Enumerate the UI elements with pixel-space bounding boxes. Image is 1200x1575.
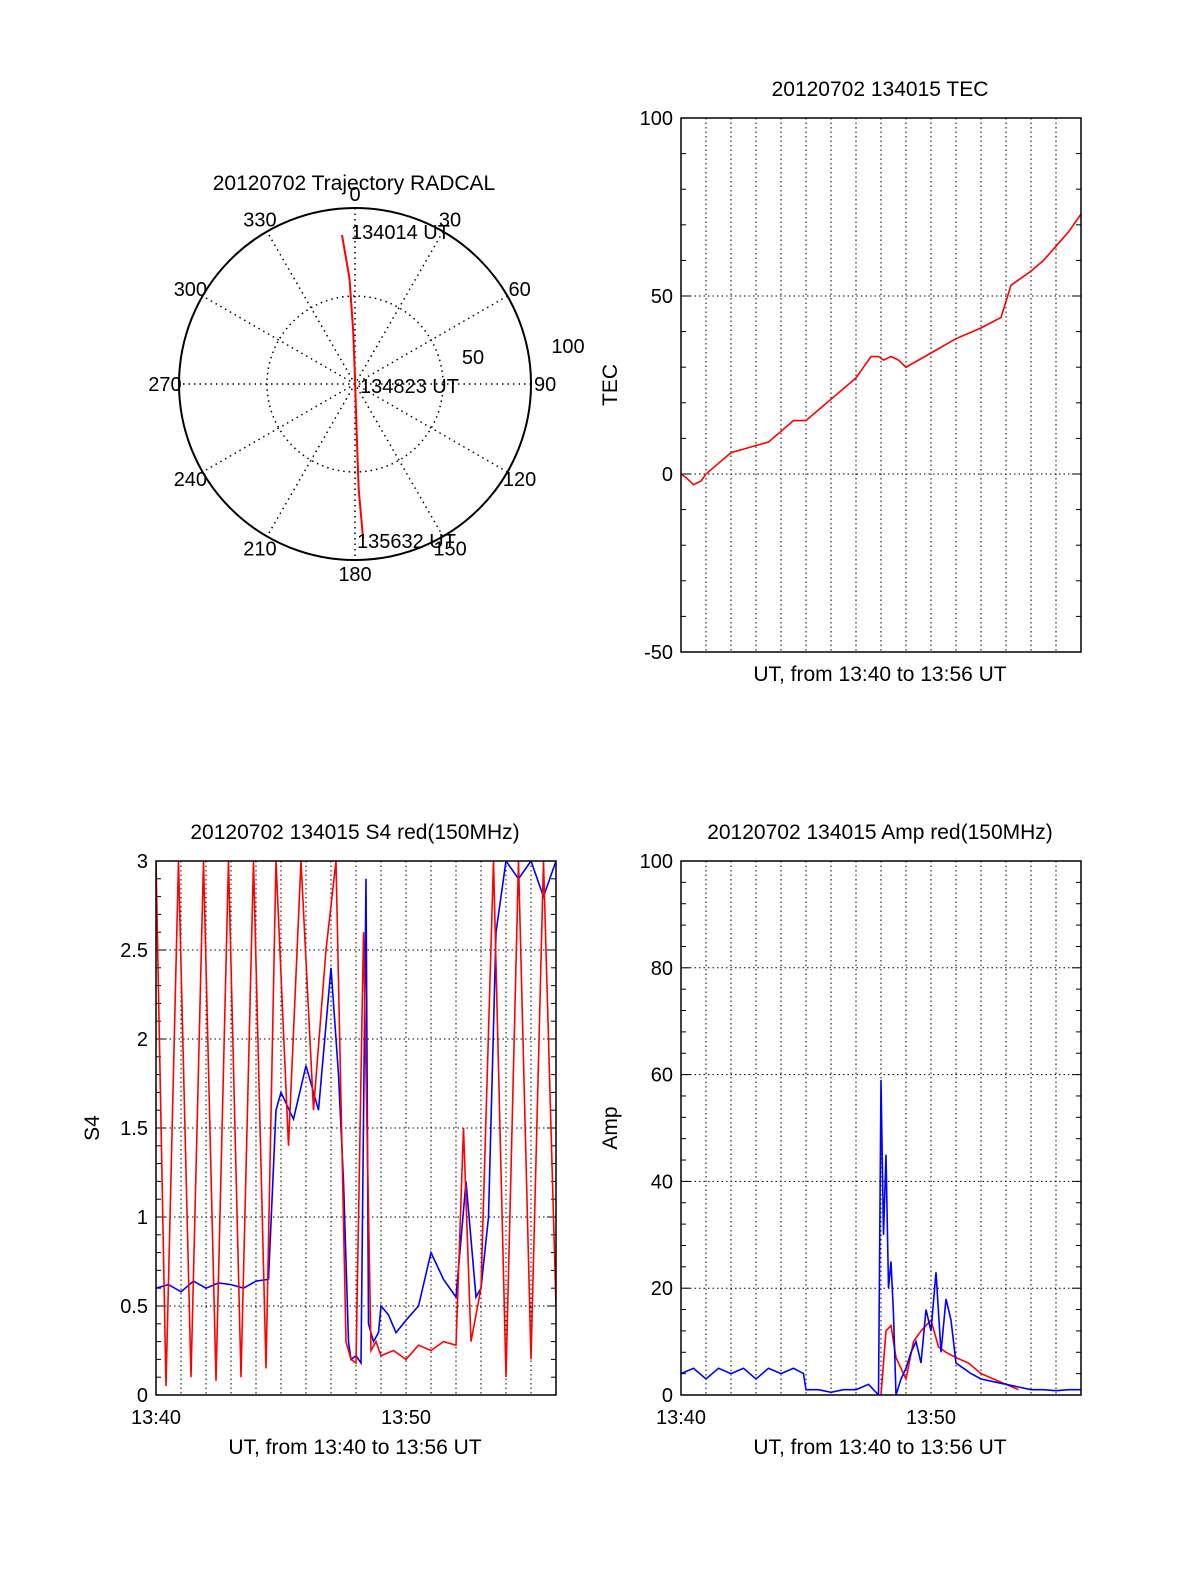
y-tick-label: 60 (651, 1065, 673, 1087)
polar-angle-label: 90 (534, 374, 556, 396)
y-tick-label: 1.5 (120, 1118, 148, 1140)
s4-ylabel: S4 (81, 1115, 104, 1141)
polar-angle-label: 60 (508, 279, 530, 301)
y-tick-label: 100 (640, 851, 673, 873)
tec-ylabel: TEC (599, 364, 622, 406)
trajectory-line (341, 234, 365, 539)
polar-angle-label: 300 (174, 279, 207, 301)
series-line-red (880, 1318, 1019, 1395)
x-tick-label: 13:40 (656, 1407, 706, 1429)
y-tick-label: 2.5 (120, 940, 148, 962)
y-tick-label: 3 (137, 851, 148, 873)
polar-angle-label: 0 (349, 184, 360, 206)
x-tick-label: 13:40 (131, 1407, 181, 1429)
s4-chart-panel: 20120702 134015 S4 red(150MHz) UT, from … (81, 821, 557, 1459)
y-tick-label: 2 (137, 1029, 148, 1051)
series-line-red (681, 213, 1081, 486)
polar-trajectory-panel: 20120702 Trajectory RADCAL 0 30 60 90 120 150… (148, 172, 584, 586)
plot-frame (680, 860, 1082, 1396)
polar-annotation: 135632 UT (357, 531, 456, 553)
s4-title: 20120702 134015 S4 red(150MHz) (190, 821, 519, 844)
y-tick-label: 0 (662, 1385, 673, 1407)
x-tick-label: 13:50 (906, 1407, 956, 1429)
polar-angle-label: 240 (174, 469, 207, 491)
polar-angle-label: 180 (338, 564, 371, 586)
polar-angle-label: 210 (243, 539, 276, 561)
amp-title: 20120702 134015 Amp red(150MHz) (707, 821, 1053, 844)
tec-chart-panel: 20120702 134015 TEC UT, from 13:40 to 13… (599, 78, 1082, 686)
polar-radial-label: 100 (551, 336, 584, 358)
polar-radial-label: 50 (462, 347, 484, 369)
polar-angle-label: 270 (148, 374, 181, 396)
tec-title: 20120702 134015 TEC (772, 78, 989, 101)
amp-chart-panel: 20120702 134015 Amp red(150MHz) UT, from… (599, 821, 1082, 1459)
y-tick-label: 0 (137, 1385, 148, 1407)
y-tick-label: 100 (640, 108, 673, 130)
y-tick-label: 0.5 (120, 1296, 148, 1318)
y-tick-label: 20 (651, 1278, 673, 1300)
polar-angle-label: 150 (433, 539, 466, 561)
y-tick-label: 50 (651, 286, 673, 308)
plot-frame (680, 117, 1082, 653)
tec-xlabel: UT, from 13:40 to 13:56 UT (753, 663, 1006, 686)
y-tick-label: 40 (651, 1171, 673, 1193)
y-tick-label: 1 (137, 1207, 148, 1229)
polar-angle-label: 330 (243, 209, 276, 231)
x-tick-label: 13:50 (381, 1407, 431, 1429)
amp-ylabel: Amp (599, 1106, 622, 1149)
polar-annotation: 134014 UT (351, 222, 450, 244)
y-tick-label: 80 (651, 958, 673, 980)
polar-angle-label: 120 (503, 469, 536, 491)
amp-xlabel: UT, from 13:40 to 13:56 UT (753, 1436, 1006, 1459)
plot-frame (155, 860, 557, 1396)
polar-annotation: 134823 UT (360, 376, 459, 398)
y-tick-label: -50 (644, 642, 673, 664)
y-tick-label: 0 (662, 464, 673, 486)
polar-angle-label: 30 (439, 209, 461, 231)
s4-xlabel: UT, from 13:40 to 13:56 UT (228, 1436, 481, 1459)
polar-title: 20120702 Trajectory RADCAL (213, 172, 496, 195)
series-line-blue (681, 1079, 1081, 1395)
series-line-red (156, 861, 556, 1387)
